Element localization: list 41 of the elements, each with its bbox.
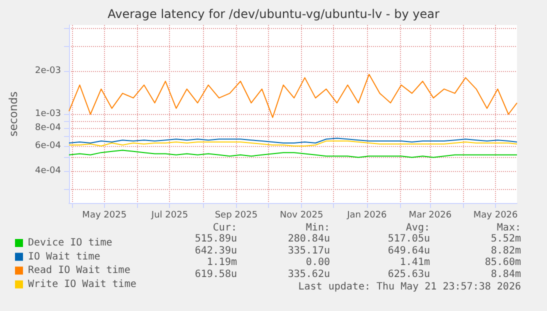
line-series [68,74,518,118]
text: 85.60m [484,257,521,268]
y-tick-label: 1e-03 [35,109,61,120]
text: Min: [306,222,330,234]
y-tick-label: 6e-04 [35,141,62,152]
text: Cur: [212,222,237,234]
text: 517.05u [388,234,430,244]
text: 1.19m [206,257,237,268]
x-tick-label: Mar 2026 [408,210,452,220]
text: 0.00 [306,257,330,268]
line-series [68,150,518,158]
chart-title: Average latency for /dev/ubuntu-vg/ubuntu-lv - by year [108,7,440,21]
legend-label: Device IO time [28,238,112,248]
y-axis-title: seconds [7,91,20,136]
x-tick-label: Jan 2026 [346,210,388,220]
text: 8.82m [490,245,521,256]
text: Avg: [406,222,430,234]
x-tick-label: May 2026 [473,210,518,220]
x-tick-label: Jul 2025 [150,210,188,220]
y-tick-label: 8e-04 [35,123,62,134]
y-tick-label: 2e-03 [35,66,61,76]
legend-label: Write IO Wait time [28,278,136,290]
text: 5.52m [490,234,521,244]
text: Max: [496,222,521,234]
y-tick-label: 4e-04 [35,166,62,176]
text: 649.64u [388,245,430,256]
text: 335.62u [288,268,330,280]
text: Last update: Thu May 21 23:57:38 2026 [298,282,521,292]
text: 1.41m [400,257,430,268]
legend-label: Read IO Wait time [28,265,130,276]
text: 515.89u [194,234,237,244]
x-tick-label: May 2025 [82,210,127,220]
text: 280.84u [288,234,330,244]
x-tick-label: Nov 2025 [280,210,324,220]
text: 619.58u [194,268,237,280]
text: 642.39u [194,245,237,256]
legend-label: IO Wait time [28,251,100,262]
text: 625.63u [388,268,430,280]
text: 8.84m [490,268,521,280]
text: 335.17u [288,245,330,256]
x-tick-label: Sep 2025 [214,210,258,220]
